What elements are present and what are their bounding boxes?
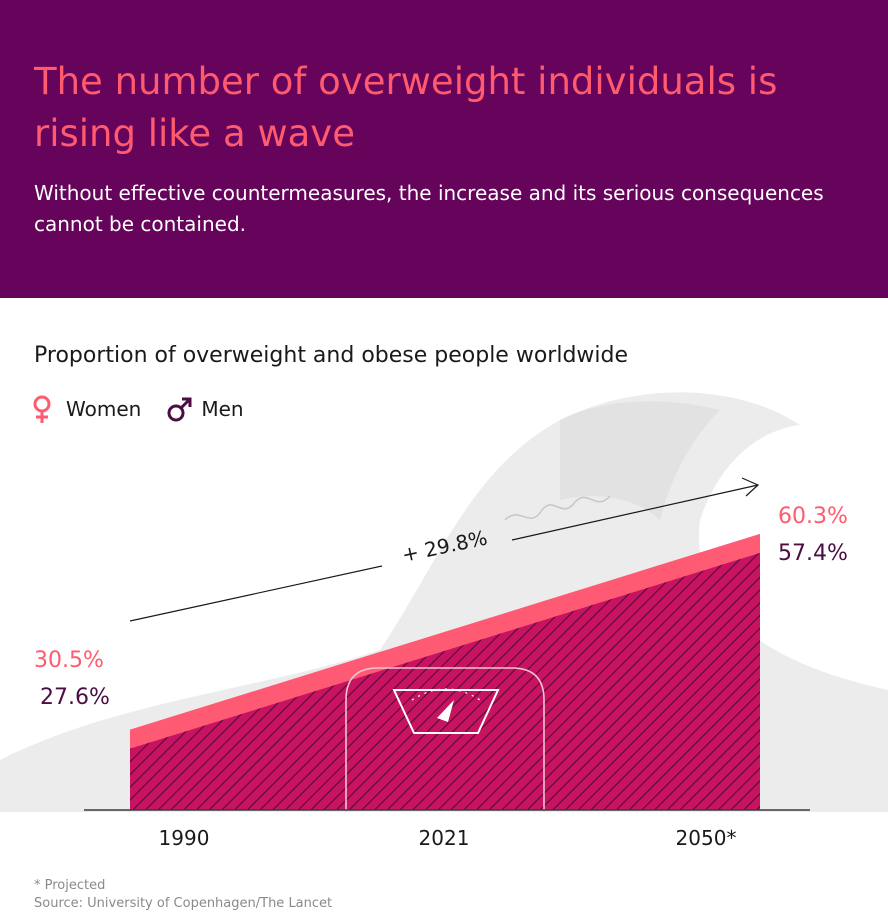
footnote-source: Source: University of Copenhagen/The Lan… bbox=[34, 896, 333, 911]
growth-arrow bbox=[129, 477, 760, 622]
page-subtitle: Without effective countermeasures, the i… bbox=[34, 181, 824, 236]
scale-icon bbox=[345, 667, 545, 812]
label-women-1990: 30.5% bbox=[34, 648, 104, 673]
male-icon bbox=[167, 397, 192, 422]
label-men-2050: 57.4% bbox=[778, 541, 848, 566]
legend-men-label: Men bbox=[201, 397, 244, 421]
x-tick-2021: 2021 bbox=[418, 826, 470, 850]
legend-women: Women bbox=[30, 394, 141, 424]
area-men bbox=[130, 552, 760, 810]
footnote-projected: * Projected bbox=[34, 878, 106, 893]
header-banner: The number of overweight individuals is … bbox=[0, 0, 888, 298]
x-tick-2050: 2050* bbox=[675, 826, 737, 850]
footnote: * Projected Source: University of Copenh… bbox=[34, 877, 332, 913]
label-men-1990: 27.6% bbox=[40, 685, 110, 710]
chart-title: Proportion of overweight and obese peopl… bbox=[34, 343, 629, 368]
legend-women-label: Women bbox=[66, 397, 142, 421]
legend-men: Men bbox=[165, 394, 244, 424]
page-title: The number of overweight individuals is … bbox=[34, 60, 778, 155]
chart-legend: Women Men bbox=[30, 394, 268, 424]
female-icon bbox=[33, 395, 51, 423]
x-tick-1990: 1990 bbox=[158, 826, 210, 850]
label-women-2050: 60.3% bbox=[778, 504, 848, 529]
